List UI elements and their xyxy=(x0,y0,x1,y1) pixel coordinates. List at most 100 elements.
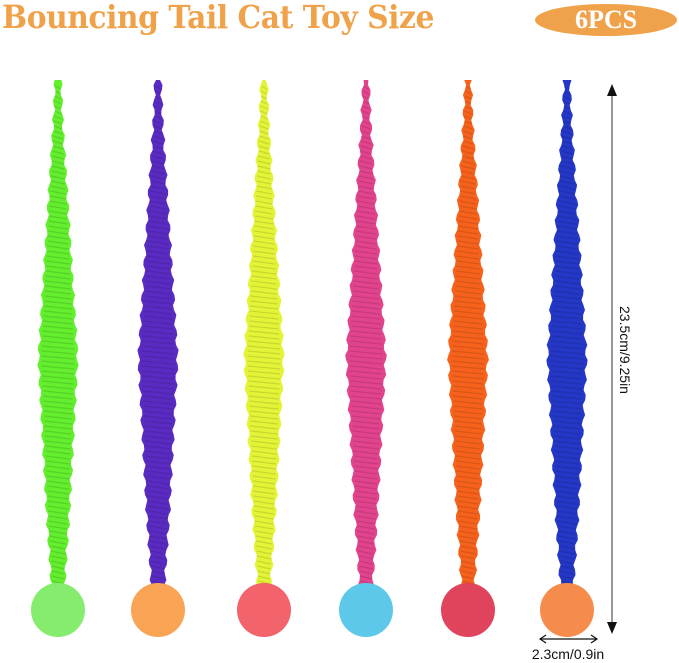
tail-fiber xyxy=(144,430,172,435)
tail-fiber xyxy=(457,235,479,240)
tail-fiber xyxy=(355,495,377,500)
tail-fiber xyxy=(150,545,166,550)
tail-fiber xyxy=(462,155,474,160)
tail-fiber xyxy=(559,545,575,550)
tail-fiber xyxy=(464,100,472,105)
tail-fiber xyxy=(47,245,69,250)
tail-fiber xyxy=(552,405,582,410)
tail-fiber xyxy=(555,250,579,255)
tail-fiber xyxy=(451,360,485,365)
tail-fiber xyxy=(148,220,168,225)
tail-fiber xyxy=(354,480,378,485)
tail-fiber xyxy=(253,235,275,240)
tail-fiber xyxy=(48,515,68,520)
tail-fiber xyxy=(462,145,474,150)
tail-fiber xyxy=(462,140,474,145)
tail-fiber xyxy=(45,455,71,460)
tail-fiber xyxy=(46,260,70,265)
tail-fiber xyxy=(357,205,375,210)
tail xyxy=(37,80,79,585)
tail-fiber xyxy=(461,165,475,170)
tail-fiber xyxy=(553,425,581,430)
tail-fiber xyxy=(559,560,575,565)
tail-fiber xyxy=(360,145,372,150)
tail-fiber xyxy=(551,340,583,345)
tail-fiber xyxy=(153,135,163,140)
tail-fiber xyxy=(464,85,472,90)
tail-fiber xyxy=(52,140,64,145)
ball-diameter-label: 2.3cm/0.9in xyxy=(531,646,605,662)
tail xyxy=(447,80,489,585)
tail-fiber xyxy=(554,455,580,460)
tail-fiber xyxy=(361,130,371,135)
tail-fiber xyxy=(457,245,479,250)
tail-fiber xyxy=(452,385,484,390)
tail-fiber xyxy=(452,325,484,330)
tail-fiber xyxy=(562,135,572,140)
cat-toy-5 xyxy=(441,80,495,637)
tail-fiber xyxy=(144,290,172,295)
tail-fiber xyxy=(357,210,375,215)
tail-fiber xyxy=(256,175,272,180)
tail-fiber xyxy=(460,185,476,190)
tail-fiber xyxy=(249,410,279,415)
tail-fiber xyxy=(356,220,376,225)
tail-fiber xyxy=(556,490,578,495)
tail-fiber xyxy=(350,335,382,340)
tail-fiber xyxy=(254,510,274,515)
tail-fiber xyxy=(460,550,476,555)
tail-fiber xyxy=(250,295,278,300)
tail-fiber xyxy=(563,110,571,115)
tail-fiber xyxy=(563,100,571,105)
tail-fiber xyxy=(356,515,376,520)
tail-fiber xyxy=(352,435,380,440)
tail-fiber xyxy=(145,450,171,455)
tail-fiber xyxy=(257,160,271,165)
tail-fiber xyxy=(141,360,175,365)
tail-fiber xyxy=(454,290,482,295)
tail-fiber xyxy=(254,515,274,520)
tail-fiber xyxy=(252,265,276,270)
tail-fiber xyxy=(151,565,165,570)
tail-fiber xyxy=(460,190,476,195)
tail-fiber xyxy=(54,115,62,120)
tail-fiber xyxy=(252,260,276,265)
tail-fiber xyxy=(554,275,580,280)
tail-fiber xyxy=(357,200,375,205)
tail-fiber xyxy=(557,520,577,525)
tail-fiber xyxy=(249,315,279,320)
tail-fiber xyxy=(560,165,574,170)
tail-fiber xyxy=(260,105,268,110)
tail-fiber xyxy=(553,435,581,440)
tail-fiber xyxy=(256,555,272,560)
tail-fiber xyxy=(52,150,64,155)
tail-fiber xyxy=(253,495,275,500)
tail-fiber xyxy=(350,330,382,335)
tail-fiber xyxy=(563,115,571,120)
tail-fiber xyxy=(550,350,584,355)
tail-fiber xyxy=(353,460,379,465)
tail-fiber xyxy=(47,240,69,245)
tail-fiber xyxy=(149,195,167,200)
tail-fiber xyxy=(145,270,171,275)
tail-fiber xyxy=(464,110,472,115)
tail-fiber xyxy=(452,380,484,385)
tail-fiber xyxy=(49,205,67,210)
tail-fiber xyxy=(556,500,578,505)
tail-fiber xyxy=(551,325,583,330)
tail-fiber xyxy=(458,520,478,525)
tail-fiber xyxy=(145,460,171,465)
tail-fiber xyxy=(359,570,373,575)
tail-fiber xyxy=(557,220,577,225)
tail-fiber xyxy=(455,460,481,465)
tail-fiber xyxy=(550,370,584,375)
tail-fiber xyxy=(350,325,382,330)
tail-fiber xyxy=(460,175,476,180)
tail-fiber xyxy=(147,495,169,500)
tail-fiber xyxy=(452,330,484,335)
tail-fiber xyxy=(45,275,71,280)
tail-fiber xyxy=(552,415,582,420)
tail-fiber xyxy=(251,455,277,460)
tail-fiber xyxy=(154,105,162,110)
